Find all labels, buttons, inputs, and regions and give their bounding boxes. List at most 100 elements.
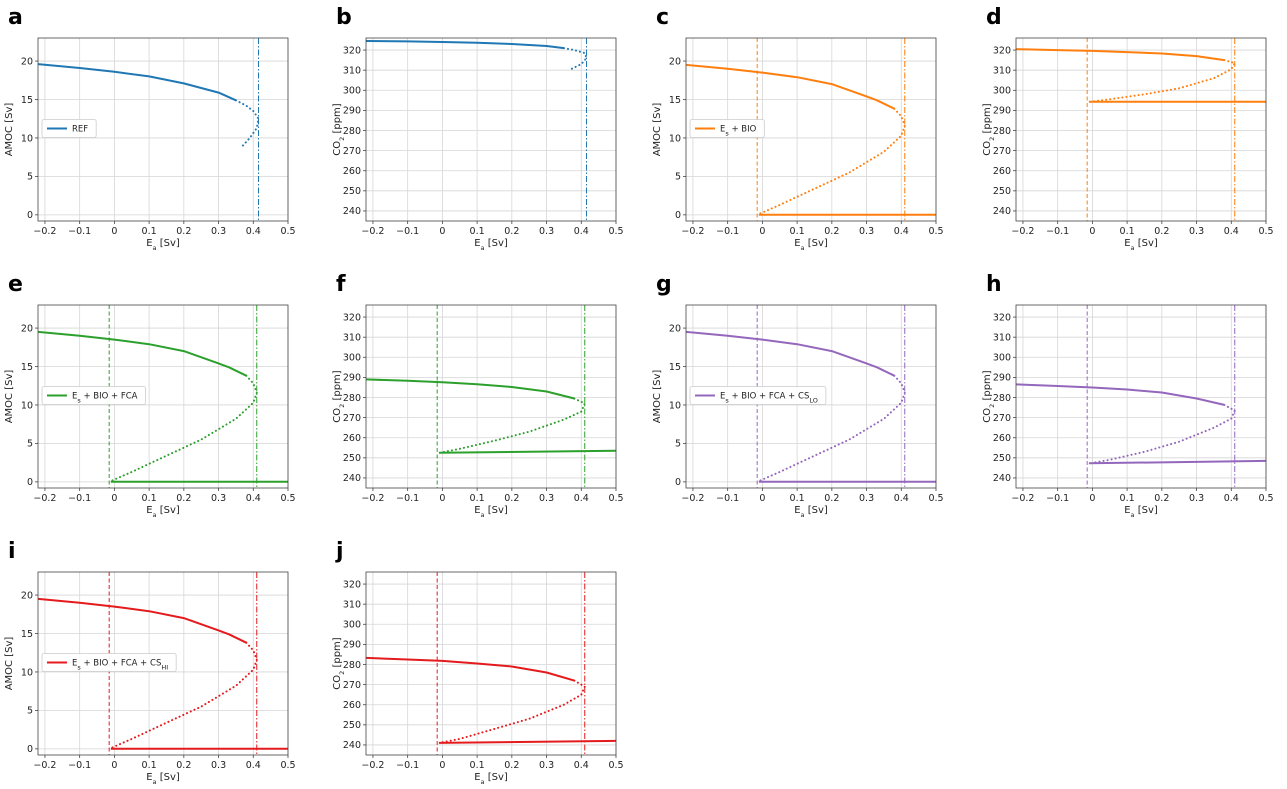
series-unstable-branch	[1091, 403, 1237, 464]
y-tick-label: 240	[993, 206, 1011, 217]
axes-frame	[365, 571, 617, 756]
x-tick-label: 0.5	[1258, 226, 1273, 237]
y-tick-label: 280	[343, 393, 361, 404]
x-tick-label: 0.3	[211, 760, 226, 771]
panel-letter: a	[8, 5, 23, 30]
series-upper-branch	[366, 378, 575, 400]
x-tick-label: −0.1	[716, 226, 739, 237]
x-tick-label: −0.1	[68, 493, 91, 504]
y-tick-label: 270	[993, 146, 1011, 157]
y-tick-label: 280	[993, 393, 1011, 404]
x-tick-label: 0.4	[246, 226, 261, 237]
x-tick-label: 0.1	[470, 226, 485, 237]
x-tick-label: 0.2	[176, 760, 191, 771]
panel-d: d −0.2 −0.1 0 0.1 0.2 0.3 0.4 0.5 240 250 260 270 280…	[982, 5, 1274, 252]
axes-frame	[685, 37, 937, 222]
y-tick-label: 320	[993, 45, 1011, 56]
x-tick-label: −0.1	[68, 226, 91, 237]
y-tick-label: 15	[21, 629, 33, 640]
x-tick-label: 0.4	[574, 493, 589, 504]
y-axis-label: AMOC [Sv]	[4, 370, 15, 424]
x-tick-label: 0	[439, 760, 445, 771]
axes-frame	[37, 571, 289, 756]
x-tick-label: 0.3	[211, 226, 226, 237]
y-axis-label: CO2 [ppm]	[982, 103, 996, 156]
x-tick-label: 0.1	[470, 760, 485, 771]
series-lower-branch	[438, 449, 616, 454]
axes-frame	[37, 304, 289, 489]
y-tick-label: 5	[27, 439, 33, 450]
x-tick-label: 0.3	[211, 493, 226, 504]
panel-letter: c	[656, 5, 669, 30]
y-axis-label: AMOC [Sv]	[652, 103, 663, 157]
legend-box	[41, 653, 177, 672]
y-tick-label: 290	[993, 106, 1011, 117]
x-tick-label: 0.4	[1224, 493, 1239, 504]
x-axis-label: Ea [Sv]	[474, 505, 508, 519]
y-axis-label: AMOC [Sv]	[4, 637, 15, 691]
y-axis-label: AMOC [Sv]	[4, 103, 15, 157]
axes-frame	[365, 304, 617, 489]
x-tick-label: 0.3	[1189, 226, 1204, 237]
panel-g: g −0.2 −0.1 0 0.1 0.2 0.3 0.4 0.5 0 5 10 15 20 Ea [Sv]…	[652, 272, 944, 519]
legend: Es + BIO + FCA + CSLO	[689, 386, 827, 405]
y-tick-label: 20	[21, 323, 33, 334]
panel-letter: f	[336, 272, 346, 297]
y-tick-label: 290	[343, 373, 361, 384]
panel-letter: e	[8, 272, 23, 297]
axes-frame	[37, 37, 289, 222]
x-tick-label: 0	[759, 493, 765, 504]
series-upper-branch	[1016, 383, 1225, 406]
y-tick-label: 10	[21, 133, 33, 144]
x-axis-label: Ea [Sv]	[474, 238, 508, 252]
x-tick-label: 0.2	[824, 226, 839, 237]
panel-j: j −0.2 −0.1 0 0.1 0.2 0.3 0.4 0.5 240 250 260 270 280…	[332, 539, 624, 786]
x-tick-label: 0.5	[280, 226, 295, 237]
series-unstable-branch	[441, 679, 587, 744]
legend-label: Es + BIO + FCA + CSHI	[72, 659, 168, 672]
y-tick-label: 0	[27, 477, 33, 488]
y-tick-label: 250	[993, 186, 1011, 197]
x-tick-label: 0.5	[608, 493, 623, 504]
x-tick-label: −0.2	[681, 493, 704, 504]
y-tick-label: 260	[993, 166, 1011, 177]
y-tick-label: 310	[993, 332, 1011, 343]
x-axis-label: Ea [Sv]	[1124, 238, 1158, 252]
x-tick-label: −0.2	[1011, 226, 1034, 237]
panel-f: f −0.2 −0.1 0 0.1 0.2 0.3 0.4 0.5 240 250 260 270 280…	[332, 272, 624, 519]
y-tick-label: 270	[343, 413, 361, 424]
y-tick-label: 270	[343, 680, 361, 691]
legend-box	[689, 119, 765, 138]
x-tick-label: 0	[759, 226, 765, 237]
axes-frame	[1015, 37, 1267, 222]
x-tick-label: 0.2	[824, 493, 839, 504]
y-tick-label: 310	[343, 599, 361, 610]
x-tick-label: 0	[111, 493, 117, 504]
x-tick-label: 0.5	[928, 493, 943, 504]
x-tick-label: −0.2	[361, 226, 384, 237]
x-tick-label: 0.4	[894, 226, 909, 237]
x-tick-label: 0.2	[504, 226, 519, 237]
y-tick-label: 10	[669, 133, 681, 144]
x-tick-label: 0.2	[1154, 226, 1169, 237]
y-tick-label: 270	[343, 146, 361, 157]
panel-letter: d	[986, 5, 1002, 30]
y-tick-label: 20	[669, 56, 681, 67]
x-tick-label: 0.5	[608, 226, 623, 237]
x-tick-label: −0.2	[33, 226, 56, 237]
y-axis-label: CO2 [ppm]	[332, 103, 346, 156]
x-axis-label: Ea [Sv]	[474, 772, 508, 786]
x-tick-label: −0.2	[1011, 493, 1034, 504]
y-axis-label: CO2 [ppm]	[332, 637, 346, 690]
y-tick-label: 240	[343, 473, 361, 484]
x-tick-label: 0.1	[142, 226, 157, 237]
x-tick-label: 0.2	[176, 493, 191, 504]
y-tick-label: 260	[343, 433, 361, 444]
panel-i: i −0.2 −0.1 0 0.1 0.2 0.3 0.4 0.5 0 5 10 15 20 Ea [Sv]…	[4, 539, 296, 786]
x-tick-label: 0.5	[280, 493, 295, 504]
y-tick-label: 300	[343, 620, 361, 631]
y-tick-label: 20	[21, 56, 33, 67]
series-upper-branch	[366, 656, 575, 682]
legend-label: Es + BIO + FCA	[72, 392, 138, 405]
y-tick-label: 5	[675, 439, 681, 450]
